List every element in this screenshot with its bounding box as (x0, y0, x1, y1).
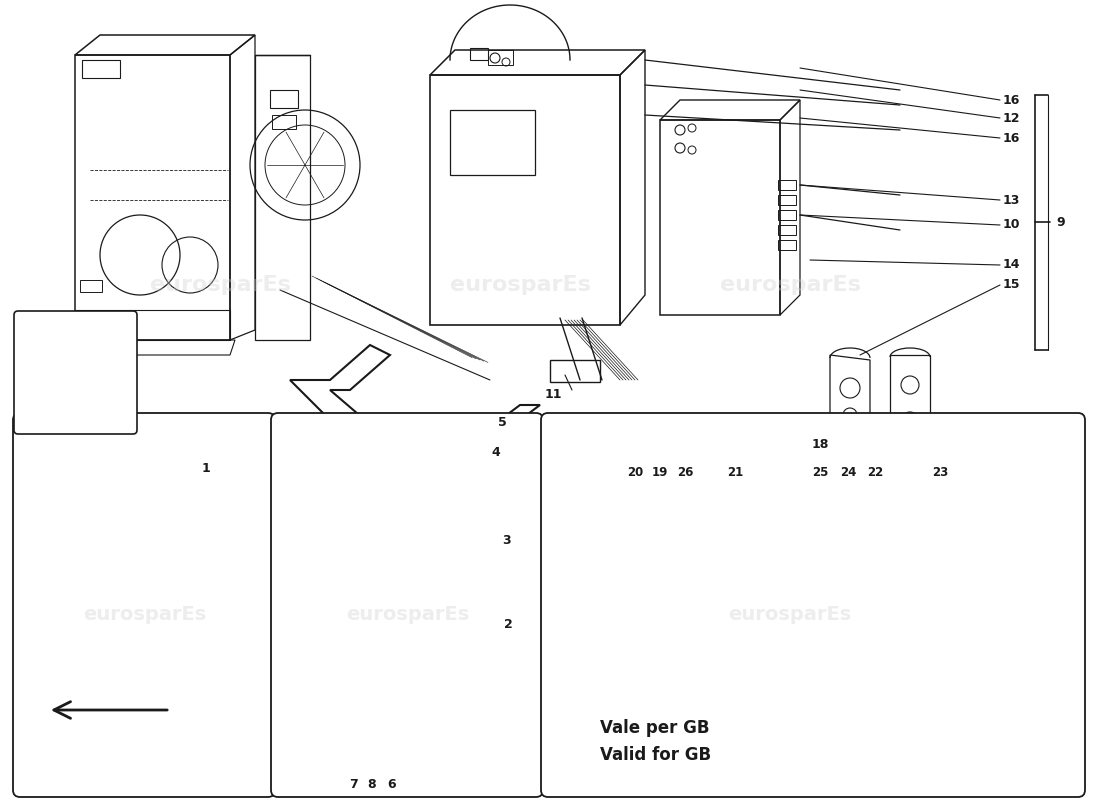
Bar (778, 180, 796, 190)
Polygon shape (290, 345, 390, 420)
Bar (890, 555, 905, 575)
Bar (550, 360, 600, 382)
Bar (700, 650, 745, 690)
Bar (950, 540, 958, 620)
Bar (778, 225, 796, 235)
Bar (168, 488, 186, 498)
Bar (470, 48, 488, 60)
Bar (860, 590, 878, 620)
Text: 19: 19 (652, 466, 668, 478)
Text: 1: 1 (202, 462, 211, 474)
Text: eurosparEs: eurosparEs (728, 606, 851, 625)
Text: 5: 5 (498, 415, 507, 429)
Text: 3: 3 (502, 534, 510, 546)
Text: eurosparEs: eurosparEs (719, 275, 860, 295)
Text: 25: 25 (812, 466, 828, 478)
Bar (800, 650, 840, 690)
Text: 2: 2 (504, 618, 513, 631)
Text: 18: 18 (812, 438, 828, 450)
Text: 13: 13 (1003, 194, 1021, 206)
Text: eurosparEs: eurosparEs (719, 555, 860, 575)
Text: eurosparEs: eurosparEs (150, 275, 290, 295)
FancyBboxPatch shape (14, 311, 138, 434)
Bar (90, 455, 170, 515)
Text: 22: 22 (867, 466, 883, 478)
Text: eurosparEs: eurosparEs (450, 275, 591, 295)
Text: 8: 8 (367, 778, 376, 791)
Polygon shape (48, 700, 170, 720)
Bar (621, 565, 638, 577)
Text: 16: 16 (1003, 131, 1021, 145)
Bar (168, 474, 186, 484)
Bar (720, 530, 840, 600)
Polygon shape (50, 703, 168, 717)
Bar (488, 50, 513, 65)
Text: 12: 12 (1003, 111, 1021, 125)
Polygon shape (50, 695, 70, 725)
Text: 26: 26 (676, 466, 693, 478)
Text: 4: 4 (492, 446, 500, 458)
Text: 15: 15 (1003, 278, 1021, 291)
Bar (778, 240, 796, 250)
Text: 17: 17 (22, 438, 40, 451)
Text: 23: 23 (932, 466, 948, 478)
FancyBboxPatch shape (271, 413, 543, 797)
Text: eurosparEs: eurosparEs (346, 606, 470, 625)
Text: 14: 14 (1003, 258, 1021, 271)
Text: eurosparEs: eurosparEs (450, 555, 591, 575)
Text: Valid for GB: Valid for GB (600, 746, 711, 764)
Text: 20: 20 (627, 466, 644, 478)
Polygon shape (485, 405, 540, 455)
Bar (778, 195, 796, 205)
Bar (270, 90, 298, 108)
Bar (168, 460, 186, 470)
Text: 24: 24 (839, 466, 856, 478)
Text: 9: 9 (1056, 215, 1065, 229)
Text: Vale per GB: Vale per GB (600, 719, 710, 737)
Bar (778, 210, 796, 220)
Bar (272, 115, 296, 129)
Bar (82, 60, 120, 78)
Text: 16: 16 (1003, 94, 1021, 106)
Bar (700, 600, 840, 650)
Text: 11: 11 (544, 389, 562, 402)
Text: eurosparEs: eurosparEs (84, 606, 207, 625)
FancyBboxPatch shape (541, 413, 1085, 797)
Text: 7: 7 (349, 778, 358, 791)
Bar (375, 560, 397, 574)
Text: eurosparEs: eurosparEs (150, 555, 290, 575)
Bar (450, 110, 535, 175)
Text: 6: 6 (387, 778, 396, 791)
Bar (620, 545, 640, 560)
Bar (85, 520, 175, 575)
Bar (80, 280, 102, 292)
Text: 10: 10 (1003, 218, 1021, 231)
Text: 21: 21 (727, 466, 744, 478)
FancyBboxPatch shape (13, 413, 275, 797)
